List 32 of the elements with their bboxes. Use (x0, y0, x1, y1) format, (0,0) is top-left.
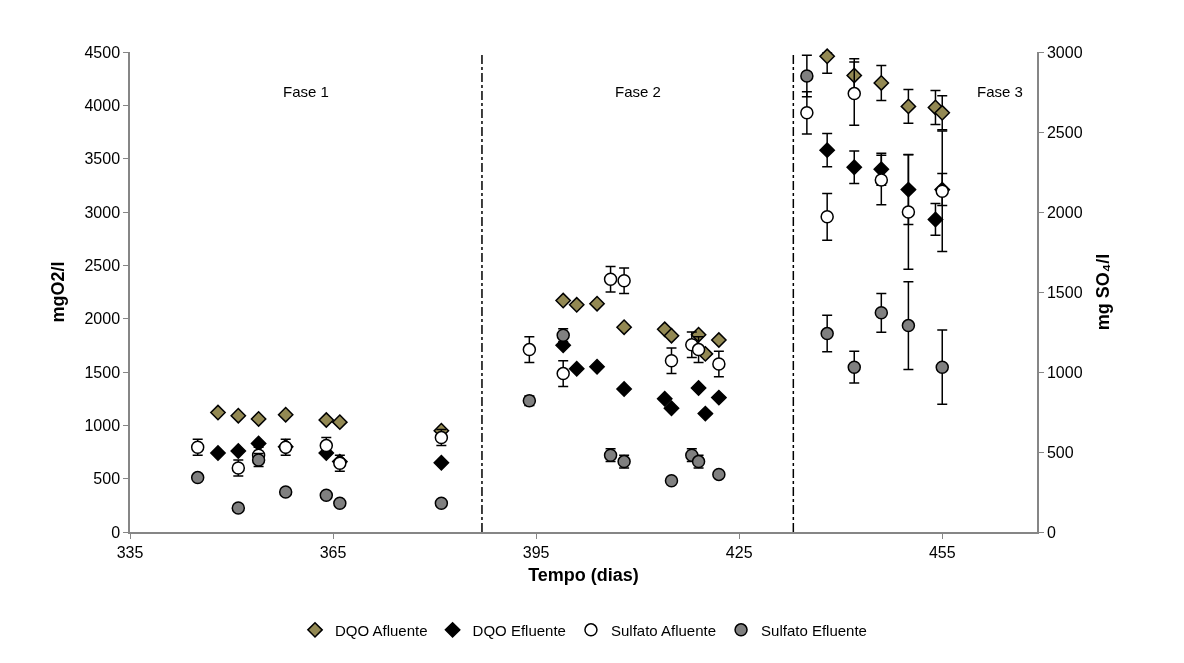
x-tick-label: 335 (116, 543, 144, 561)
x-tick-label: 395 (522, 543, 550, 561)
x-axis-title: Tempo (dias) (528, 564, 639, 585)
y2-tick-label: 1500 (1046, 283, 1083, 301)
legend-label: DQO Efluente (472, 621, 566, 639)
y-tick-label: 3000 (84, 203, 121, 221)
y2-tick-label: 1000 (1046, 363, 1083, 381)
y2-tick-label: 0 (1046, 523, 1056, 541)
annotation: Fase 1 (283, 83, 329, 100)
y2-tick-label: 500 (1046, 443, 1074, 461)
y-tick-label: 2500 (84, 256, 121, 274)
legend-label: Sulfato Efluente (761, 621, 867, 639)
y-tick-label: 3500 (84, 150, 121, 168)
y2-tick-label: 2000 (1046, 203, 1083, 221)
annotation: Fase 3 (977, 83, 1023, 100)
x-tick-label: 455 (928, 543, 956, 561)
y-tick-label: 1500 (84, 363, 121, 381)
x-tick-label: 425 (725, 543, 753, 561)
y-tick-label: 500 (93, 470, 121, 488)
y2-tick-label: 2500 (1046, 123, 1083, 141)
y-tick-label: 2000 (84, 310, 121, 328)
legend-label: DQO Afluente (335, 621, 428, 639)
x-tick-label: 365 (319, 543, 347, 561)
y-tick-label: 4500 (84, 43, 121, 61)
legend-label: Sulfato Afluente (610, 621, 717, 639)
y-axis-title: mgO2/l (48, 261, 69, 323)
annotation: Fase 2 (615, 83, 661, 100)
y-tick-label: 1000 (84, 416, 121, 434)
y2-axis-title: mg SO₄/l (1093, 253, 1114, 331)
y2-tick-label: 3000 (1046, 43, 1083, 61)
y-tick-label: 4000 (84, 96, 121, 114)
y-tick-label: 0 (111, 523, 121, 541)
